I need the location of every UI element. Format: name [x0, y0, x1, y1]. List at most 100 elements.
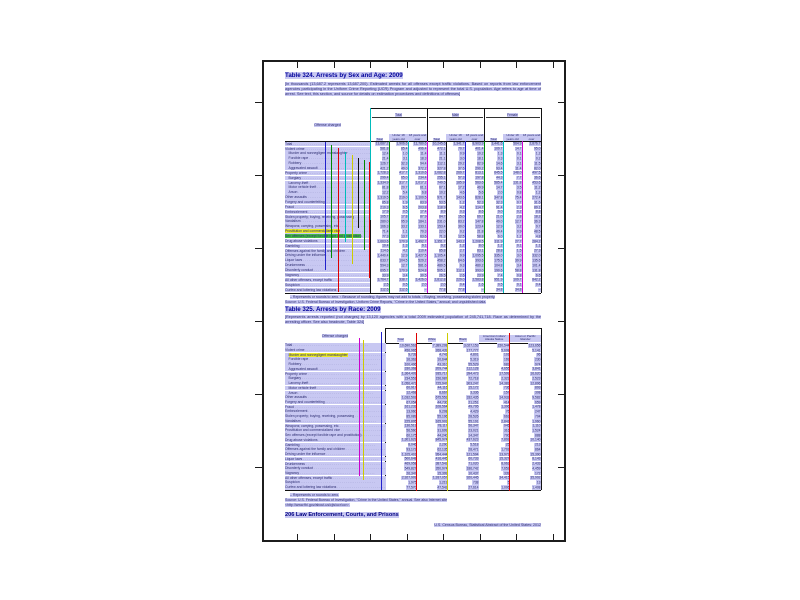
- cell-value: 0.1: [516, 282, 522, 288]
- cell-value: 1.9: [402, 200, 408, 205]
- cell-value: 77,570: [405, 485, 417, 490]
- cell-value: 101.4: [531, 263, 541, 268]
- cell-value: 1.3: [402, 243, 408, 249]
- column-header: American Indian/ Alaska Native: [478, 329, 510, 343]
- cell-value: 5.4: [402, 190, 408, 195]
- table325-top-rule: [385, 328, 541, 329]
- row-label: Prostitution and commercialized vice: [285, 428, 386, 433]
- table-row: All other offenses, except traffic 3,764.…: [285, 277, 541, 283]
- cell-value: 1,960: [531, 418, 541, 424]
- cell-value: 1,032,502: [401, 395, 417, 400]
- overlay-line: [484, 141, 485, 293]
- cell-value: 8.9: [440, 209, 446, 215]
- cell-value: 12.9: [495, 224, 503, 229]
- cell-value: 453.6: [531, 180, 541, 185]
- row-label: Suspicion: [285, 480, 386, 485]
- row-label: Embezzlement: [285, 209, 370, 215]
- table-row: Drunkenness 594.3 12.7 581.6 489.5 9.3 480.2 10…: [285, 263, 541, 268]
- page-footer-section: 206 Law Enforcement, Courts, and Prisons: [285, 512, 399, 518]
- cell-value: 1,351.7: [434, 238, 446, 244]
- cell-value: 247: [534, 409, 541, 414]
- table-row: Forcible rape 16,362 10,644 5,319 169 230: [285, 357, 541, 362]
- cell-value: 9,739: [407, 352, 417, 358]
- row-label: Curfew and loitering law violations: [285, 485, 386, 490]
- cell-value: 675,553: [435, 395, 448, 400]
- cell-value: 52.3: [476, 200, 484, 205]
- cell-value: 2.3: [516, 204, 522, 210]
- cell-value: 1,310.6: [415, 170, 427, 176]
- cell-value: 5,608: [500, 347, 510, 353]
- cell-value: 153.4: [436, 224, 446, 229]
- cell-value: 17.2: [457, 185, 465, 190]
- row-label: Fraud: [285, 204, 370, 210]
- axis-tick: [297, 62, 298, 68]
- cell-value: 1.5: [516, 248, 522, 254]
- row-label: Sex offenses (except forcible rape and p…: [285, 234, 370, 239]
- row-label: Arson: [285, 190, 370, 195]
- cell-value: 0.9: [516, 229, 522, 234]
- cell-value: 1.2: [497, 243, 503, 249]
- cell-value: 497.5: [531, 170, 541, 176]
- cell-value: 10.2: [476, 151, 484, 156]
- table-row: Sex offenses (except forcible rape and p…: [285, 433, 541, 438]
- table-row: Other assaults 1,032,502 675,553 332,435 14,…: [285, 395, 541, 400]
- cell-value: 10,245.6: [432, 141, 446, 147]
- cell-value: 387,542: [435, 461, 448, 466]
- table325-body: Total 10,690,561 7,389,208 3,027,153 150,544…: [285, 343, 541, 490]
- cell-value: 529.2: [417, 258, 427, 263]
- cell-value: –: [538, 287, 541, 292]
- cell-value: 69.7: [476, 214, 484, 219]
- row-label: Gambling: [285, 243, 370, 249]
- table-row: Aggravated assault 330,368 209,744 112,128 4…: [285, 366, 541, 372]
- row-label: Motor vehicle theft: [285, 385, 386, 391]
- table-row: Robbery 100,496 43,310 55,529 683 974: [285, 362, 541, 367]
- overlay-line: [446, 141, 447, 293]
- axis-tick: [552, 534, 554, 540]
- cell-value: 7,389,208: [432, 343, 448, 348]
- cell-value: 210.3: [379, 204, 389, 210]
- cell-value: 21.0: [495, 214, 503, 219]
- row-label: Stolen property; buying, receiving, poss…: [285, 214, 370, 220]
- cell-value: 169: [503, 357, 510, 362]
- row-label: Weapons; carrying, possessing, etc.: [285, 224, 370, 229]
- cell-value: 1.2: [459, 243, 465, 249]
- cell-value: 2,876.7: [529, 141, 541, 147]
- cell-value: 500,648: [404, 456, 417, 462]
- cell-value: 2,290: [438, 442, 448, 447]
- axis-tick: [516, 62, 517, 68]
- cell-value: 416,445: [435, 456, 448, 462]
- axis-tick: [297, 534, 298, 540]
- cell-value: 229.0: [455, 277, 465, 283]
- cell-value: 77.8: [457, 287, 465, 292]
- cell-value: 28,526: [467, 414, 479, 419]
- cell-value: 135.6: [531, 258, 541, 263]
- row-label: Property crime: [285, 371, 386, 376]
- cell-value: 225,895: [404, 418, 417, 424]
- cell-value: 456,965: [404, 347, 417, 353]
- cell-value: 25: [505, 442, 510, 447]
- cell-value: 3,336: [469, 390, 479, 395]
- cell-value: 27,614: [467, 485, 479, 490]
- cell-value: 94.4: [419, 161, 427, 166]
- axis-tick: [370, 534, 371, 540]
- cell-value: 1,975: [407, 480, 417, 485]
- cell-value: 3,027,153: [463, 343, 479, 348]
- cell-value: 12.2: [381, 190, 389, 195]
- overlay-line: [352, 155, 353, 264]
- table-row: Disorderly conduct 695.7 170.9 524.8 505.1 11…: [285, 268, 541, 273]
- cell-value: 951.9: [493, 277, 503, 283]
- cell-value: 11.2: [533, 185, 541, 190]
- row-label: Drug abuse violations: [285, 238, 370, 244]
- row-label: Murder and nonnegligent manslaughter: [285, 352, 386, 358]
- table-row: Vagrancy 26,347 15,399 10,437 339 172: [285, 470, 541, 476]
- cell-value: 190.6: [493, 268, 503, 273]
- row-label: Suspicion: [285, 282, 370, 288]
- cell-value: 44,730: [436, 399, 448, 405]
- table-row: All other offenses, except traffic 2,927,…: [285, 475, 541, 481]
- table324-title-text: Table 324. Arrests by Sex and Age: 2009: [285, 72, 403, 79]
- cell-value: 9,582: [531, 395, 541, 400]
- cell-value: 77.8: [438, 287, 446, 292]
- row-label: Curfew and loitering law violations: [285, 287, 370, 292]
- cell-value: 11.4: [514, 166, 522, 171]
- cell-value: 185.9: [455, 180, 465, 185]
